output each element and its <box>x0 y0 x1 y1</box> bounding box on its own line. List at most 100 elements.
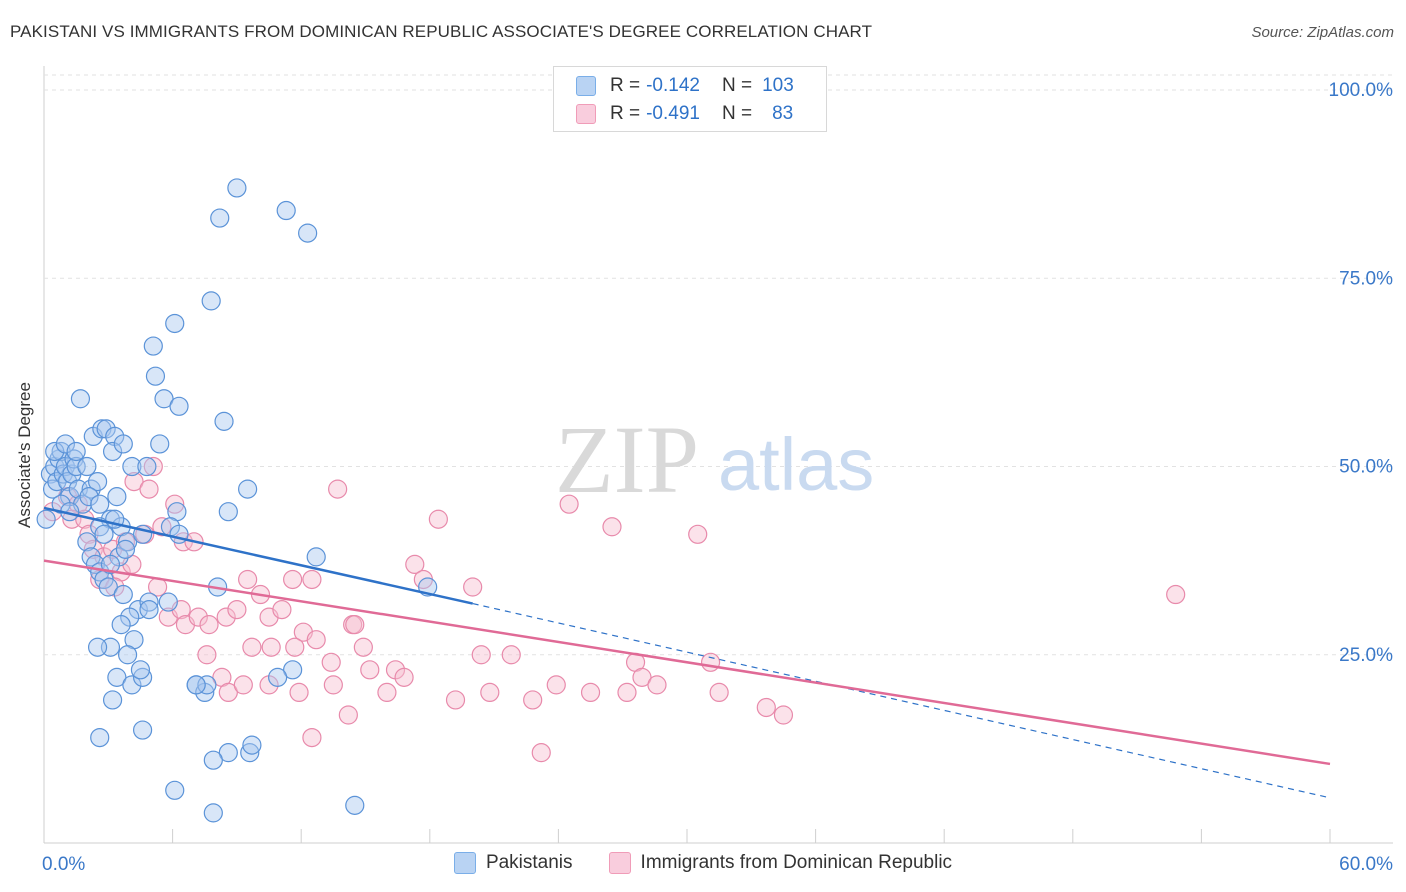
legend-item-pakistanis[interactable]: Pakistanis <box>453 852 573 874</box>
data-point-pakistanis <box>90 494 110 514</box>
data-point-dominican <box>428 509 448 529</box>
data-point-pakistanis <box>77 532 97 552</box>
data-point-dominican <box>242 637 262 657</box>
data-point-dominican <box>501 645 521 665</box>
r-value: -0.491 <box>646 103 700 124</box>
data-point-dominican <box>580 682 601 703</box>
data-point-pakistanis <box>79 487 99 507</box>
data-point-pakistanis <box>203 803 223 823</box>
legend-label: Immigrants from Dominican Republic <box>640 852 953 873</box>
data-point-dominican <box>445 690 466 710</box>
y-tick-label: 50.0% <box>1339 457 1393 478</box>
data-point-dominican <box>124 471 144 492</box>
data-point-dominican <box>523 690 543 710</box>
data-point-pakistanis <box>111 615 131 635</box>
data-point-dominican <box>377 682 397 703</box>
legend-swatch-pink <box>576 104 596 124</box>
legend-row-pakistanis: R = -0.142 N = 103 <box>576 73 794 99</box>
data-point-pakistanis <box>214 411 234 431</box>
data-point-pakistanis <box>306 547 326 567</box>
data-point-pakistanis <box>283 660 303 680</box>
data-point-pakistanis <box>201 291 221 311</box>
legend-item-dominican[interactable]: Immigrants from Dominican Republic <box>608 852 953 874</box>
data-point-pakistanis <box>240 743 260 763</box>
data-point-pakistanis <box>268 667 288 687</box>
data-point-pakistanis <box>158 592 178 612</box>
data-point-pakistanis <box>66 456 86 477</box>
data-point-dominican <box>700 652 721 672</box>
data-point-pakistanis <box>132 720 153 740</box>
data-point-pakistanis <box>122 675 142 695</box>
y-tick-label: 25.0% <box>1339 645 1393 666</box>
data-point-pakistanis <box>242 735 262 755</box>
data-point-dominican <box>218 682 238 703</box>
data-point-pakistanis <box>117 532 138 552</box>
data-point-pakistanis <box>87 637 108 657</box>
data-point-dominican <box>165 494 185 514</box>
data-point-pakistanis <box>36 509 56 529</box>
data-point-pakistanis <box>100 554 121 575</box>
data-point-dominican <box>233 675 253 695</box>
data-point-pakistanis <box>77 456 97 477</box>
data-point-pakistanis <box>115 539 136 559</box>
data-point-dominican <box>394 667 414 687</box>
data-point-dominican <box>216 607 236 627</box>
data-point-pakistanis <box>87 471 108 492</box>
data-point-pakistanis <box>210 208 230 228</box>
y-axis-label: Associate's Degree <box>15 382 34 528</box>
data-point-pakistanis <box>98 577 118 597</box>
data-point-dominican <box>197 645 217 665</box>
data-point-pakistanis <box>137 456 157 477</box>
data-point-dominican <box>283 569 303 590</box>
data-point-pakistanis <box>276 200 296 221</box>
data-point-dominican <box>463 577 483 597</box>
legend-swatch-blue <box>576 76 596 96</box>
data-point-pakistanis <box>102 690 123 710</box>
x-tick-label-min: 0.0% <box>42 854 85 875</box>
data-point-dominican <box>272 599 292 620</box>
data-point-dominican <box>546 675 566 695</box>
data-point-pakistanis <box>107 487 127 507</box>
data-point-dominican <box>756 697 776 718</box>
data-point-dominican <box>617 682 637 703</box>
data-point-dominican <box>338 705 358 725</box>
data-point-pakistanis <box>113 434 133 454</box>
data-point-pakistanis <box>81 479 101 499</box>
n-value: 83 <box>772 103 794 124</box>
data-point-dominican <box>559 494 579 514</box>
data-point-dominican <box>188 607 208 627</box>
data-point-pakistanis <box>218 502 238 522</box>
series-legend: Pakistanis Immigrants from Dominican Rep… <box>0 852 1406 874</box>
series-pakistanis-points <box>36 178 438 823</box>
data-point-pakistanis <box>197 675 217 695</box>
data-point-pakistanis <box>132 667 153 687</box>
data-point-dominican <box>480 682 500 703</box>
chart-title: PAKISTANI VS IMMIGRANTS FROM DOMINICAN R… <box>10 22 873 41</box>
r-value: -0.142 <box>646 75 700 96</box>
data-point-dominican <box>302 727 322 748</box>
series-dominican-points <box>42 456 1186 763</box>
trend-line-dominican <box>43 559 1331 766</box>
data-point-dominican <box>773 705 794 725</box>
data-point-dominican <box>328 479 348 499</box>
data-point-dominican <box>531 743 551 763</box>
data-point-pakistanis <box>102 441 123 462</box>
data-point-pakistanis <box>169 396 189 416</box>
r-label: R = <box>610 75 641 96</box>
y-tick-label: 100.0% <box>1329 80 1394 101</box>
y-axis-tick-labels: 25.0% 50.0% 75.0% 100.0% <box>1329 80 1394 666</box>
data-point-pakistanis <box>117 645 138 665</box>
legend-swatch-blue <box>453 852 476 874</box>
n-value: 103 <box>762 75 794 96</box>
trend-lines <box>43 506 1331 799</box>
data-point-dominican <box>227 599 247 620</box>
trend-line-pakistanis <box>43 506 473 605</box>
data-point-pakistanis <box>345 795 365 815</box>
data-point-pakistanis <box>66 441 86 462</box>
source-label: Source: ZipAtlas.com <box>1251 24 1394 41</box>
data-point-pakistanis <box>55 434 76 454</box>
data-point-dominican <box>302 569 322 590</box>
data-point-dominican <box>709 682 729 703</box>
legend-row-dominican: R = -0.491 N = 83 <box>576 101 793 127</box>
